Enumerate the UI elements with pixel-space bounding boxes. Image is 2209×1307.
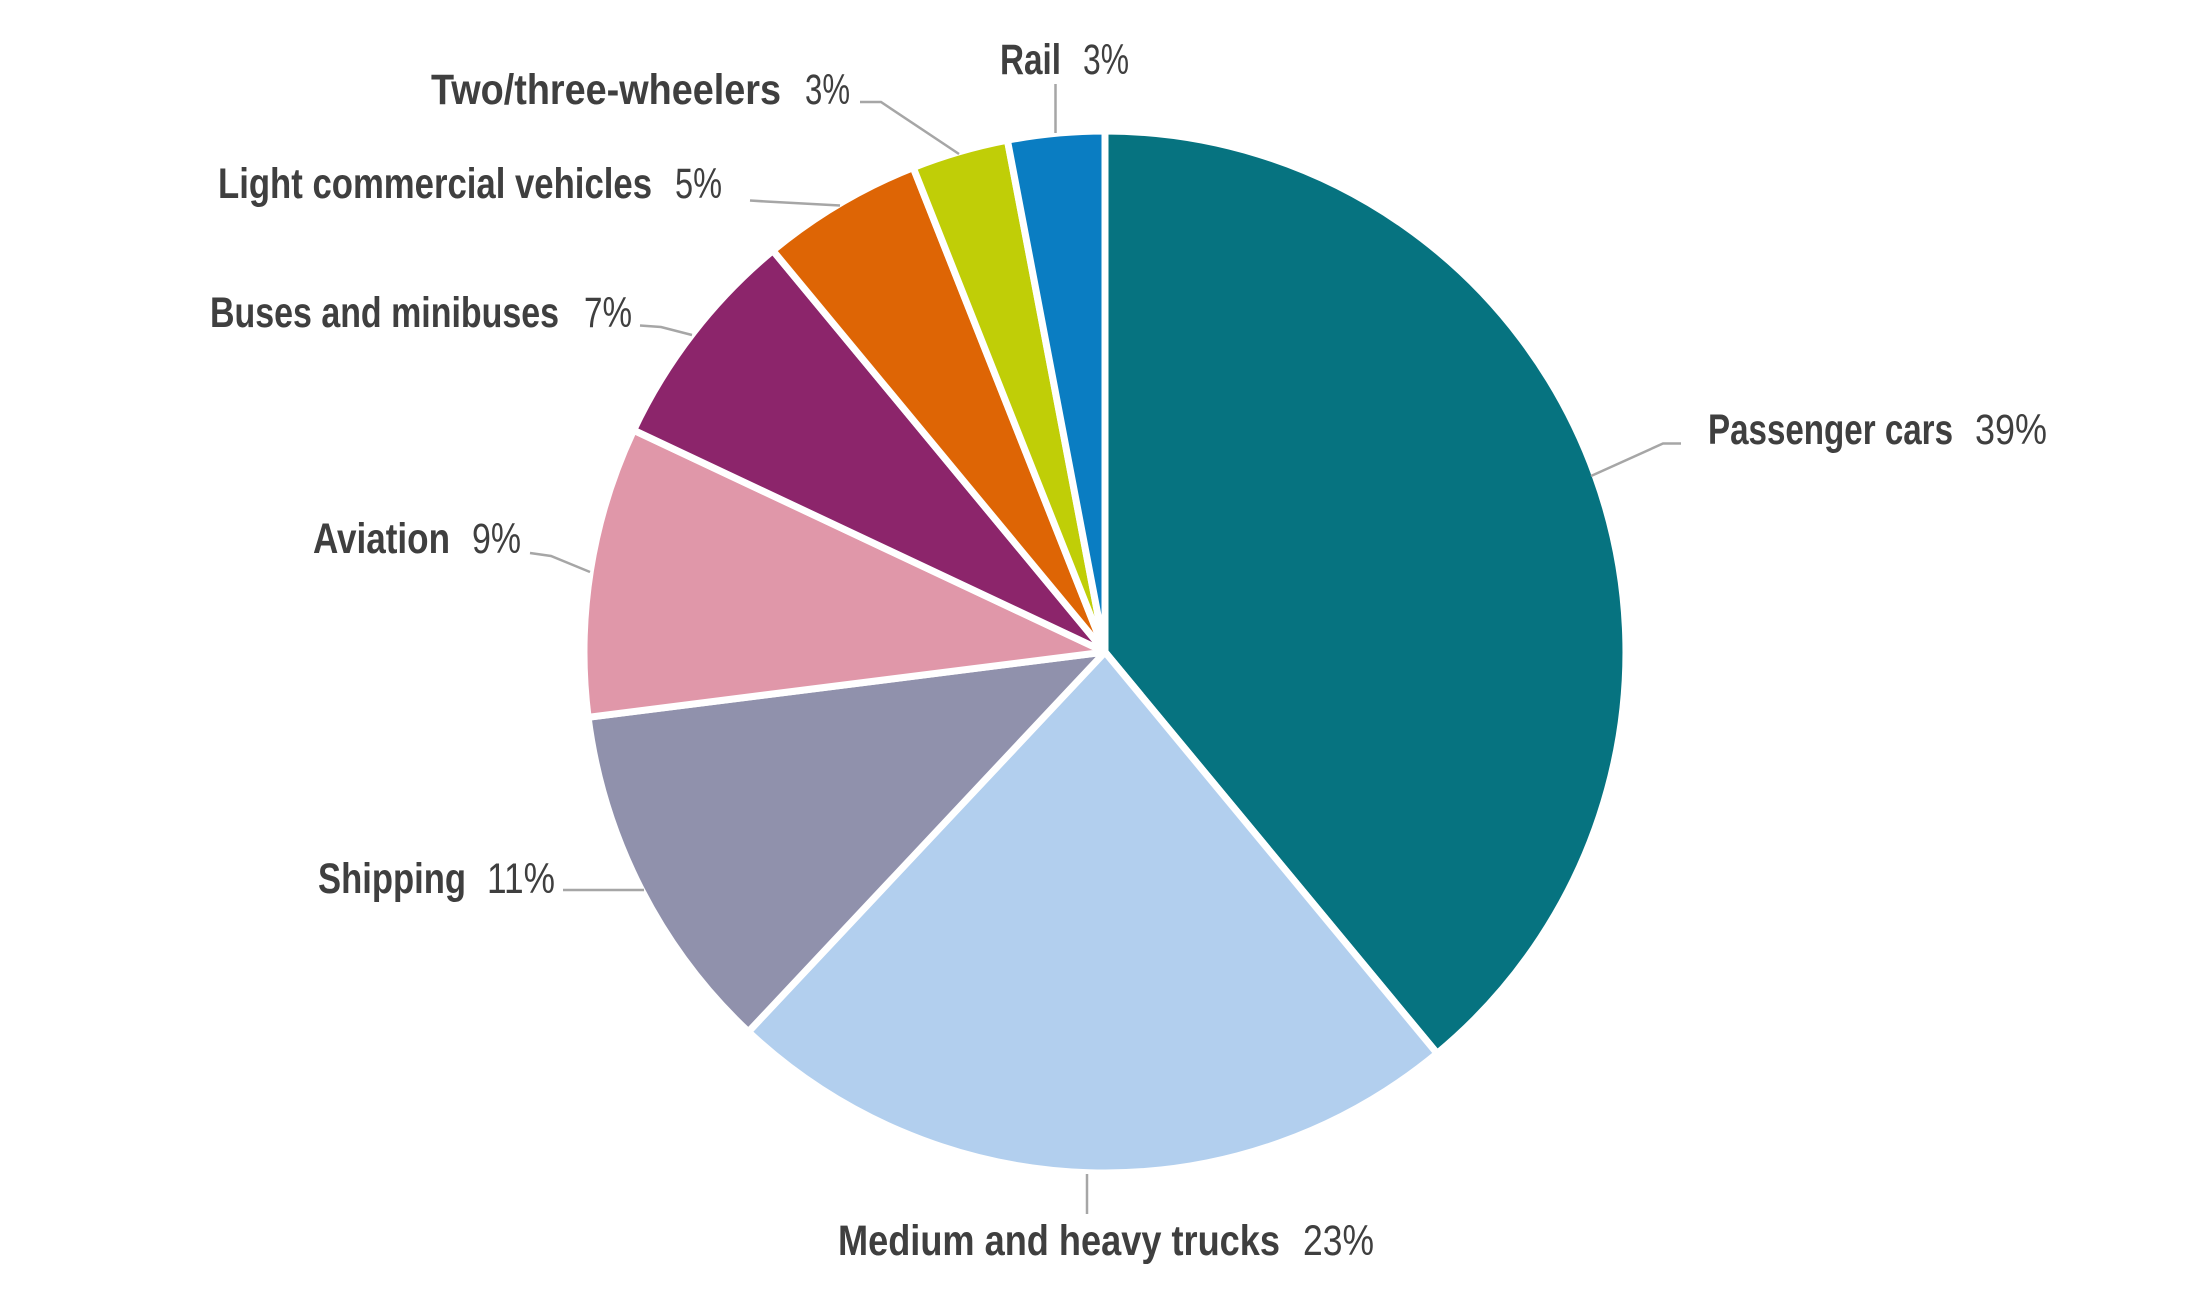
svg-text:7%: 7% — [584, 289, 632, 337]
svg-text:3%: 3% — [805, 66, 850, 114]
svg-text:Aviation: Aviation — [313, 515, 450, 563]
svg-text:3%: 3% — [1083, 36, 1129, 84]
svg-text:11%: 11% — [487, 855, 555, 903]
svg-text:39%: 39% — [1975, 406, 2047, 454]
svg-text:Passenger cars: Passenger cars — [1708, 406, 1953, 454]
svg-text:9%: 9% — [472, 515, 521, 563]
svg-text:Rail: Rail — [1000, 36, 1061, 84]
svg-text:Light commercial vehicles: Light commercial vehicles — [218, 160, 652, 208]
svg-text:Shipping: Shipping — [318, 855, 466, 903]
svg-text:5%: 5% — [675, 160, 722, 208]
svg-text:Medium and heavy trucks: Medium and heavy trucks — [838, 1217, 1280, 1265]
svg-text:Buses and minibuses: Buses and minibuses — [210, 289, 559, 337]
svg-text:Two/three-wheelers: Two/three-wheelers — [431, 66, 781, 114]
svg-text:23%: 23% — [1303, 1217, 1374, 1265]
